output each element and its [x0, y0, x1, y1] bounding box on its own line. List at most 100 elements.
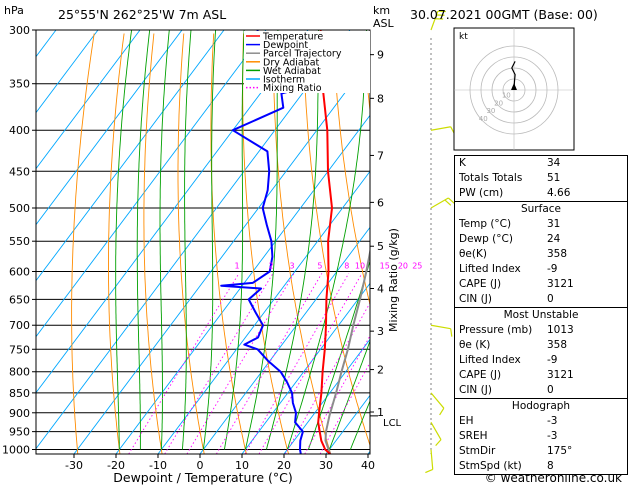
dry-adiabat: [242, 33, 290, 454]
temp-tick-label: -20: [107, 459, 125, 472]
pressure-tick-label: 550: [9, 235, 30, 248]
index-value: -3: [547, 430, 558, 442]
isotherm: [36, 30, 225, 282]
pressure-tick-label: 500: [9, 202, 30, 215]
wind-barb: [430, 324, 451, 330]
wet-adiabat: [244, 30, 279, 450]
index-row: θe(K) 358: [455, 247, 627, 262]
index-value: 34: [547, 157, 561, 169]
km-tick-label: 7: [377, 149, 384, 162]
wind-barb-feather: [450, 328, 453, 337]
index-label: Dewp (°C): [459, 233, 513, 245]
index-label: Lifted Index: [459, 263, 521, 275]
pressure-tick-label: 800: [9, 366, 30, 379]
most-unstable-title: Most Unstable: [503, 309, 579, 321]
isotherm: [241, 282, 370, 454]
mixing-ratio-line: [164, 273, 274, 454]
temperature-line: [317, 30, 333, 454]
index-value: 1013: [547, 324, 574, 336]
index-value: 0: [547, 293, 554, 305]
index-label: Pressure (mb): [459, 324, 533, 336]
index-row: StmDir 175°: [455, 444, 627, 459]
km-label: km: [373, 4, 390, 17]
profiles: [220, 30, 370, 454]
index-value: 3121: [547, 278, 574, 290]
mixing-ratio-label: 20: [398, 262, 408, 271]
mixing-ratio-line: [285, 302, 370, 454]
wind-barb: [430, 197, 449, 209]
pressure-tick-label: 400: [9, 124, 30, 137]
index-label: SREH: [459, 430, 488, 442]
index-label: CAPE (J): [459, 278, 502, 290]
hpa-label: hPa: [4, 4, 24, 17]
index-value: 175°: [547, 445, 573, 457]
legend-entry: Dry Adiabat: [263, 57, 320, 68]
index-row: Lifted Index -9: [455, 353, 627, 368]
wet-adiabat: [265, 30, 319, 450]
isotherm: [157, 170, 370, 454]
temp-tick-label: 20: [277, 459, 291, 472]
pressure-tick-label: 450: [9, 165, 30, 178]
index-value: 0: [547, 384, 554, 396]
wind-barbs: [425, 10, 455, 474]
index-row: CIN (J) 0: [455, 383, 627, 398]
index-label: Lifted Index: [459, 354, 521, 366]
wet-adiabat: [202, 30, 217, 450]
index-row: CAPE (J) 3121: [455, 277, 627, 292]
parcel-trajectory-line: [324, 247, 370, 454]
wind-barb-feather: [447, 197, 455, 204]
index-label: EH: [459, 415, 474, 427]
isotherm: [199, 226, 370, 454]
index-label: Totals Totals: [459, 172, 523, 184]
km-tick-label: 3: [377, 325, 384, 338]
hodograph-ring-label: 30: [486, 107, 495, 115]
isotherm: [283, 338, 370, 454]
pressure-tick-label: 850: [9, 387, 30, 400]
index-label: Temp (°C): [459, 218, 512, 230]
wet-adiabat: [223, 30, 245, 450]
mixing-ratio-label: 25: [412, 262, 422, 271]
pressure-tick-label: 650: [9, 293, 30, 306]
mixing-ratio-line: [258, 273, 363, 454]
asl-label: ASL: [373, 17, 395, 30]
index-row: Totals Totals 51: [455, 171, 627, 186]
pressure-tick-label: 600: [9, 266, 30, 279]
pressure-tick-label: 900: [9, 407, 30, 420]
pressure-tick-label: 350: [9, 78, 30, 91]
km-tick-label: 4: [377, 283, 384, 296]
isotherm: [36, 30, 351, 450]
wind-barb-feather: [435, 439, 442, 447]
pressure-tick-label: 1000: [2, 443, 30, 456]
km-tick-label: 8: [377, 92, 384, 105]
dry-adiabat: [302, 33, 370, 447]
pressure-tick-label: 300: [9, 24, 30, 37]
index-row: Temp (°C) 31: [455, 217, 627, 232]
wind-barb: [430, 449, 434, 470]
wet-adiabat: [159, 30, 170, 450]
mixing-ratio-line: [244, 273, 350, 454]
mixing-ratio-line: [186, 273, 295, 454]
index-label: K: [459, 157, 466, 169]
lcl-label: LCL: [383, 418, 402, 429]
temp-tick-label: 0: [197, 459, 204, 472]
index-row: SREH -3: [455, 429, 627, 444]
mixing-ratio-line: [216, 273, 323, 454]
index-value: -9: [547, 354, 558, 366]
km-tick-label: 9: [377, 49, 384, 62]
mixing-ratio-label: 2: [269, 262, 274, 271]
index-value: -9: [547, 263, 558, 275]
dry-adiabat: [108, 33, 125, 454]
index-row: Lifted Index -9: [455, 262, 627, 277]
index-row: StmSpd (kt) 8: [455, 459, 627, 474]
background-lines: [36, 30, 370, 454]
wet-adiabat: [115, 30, 133, 450]
axes: 3003504004505005506006507007508008509009…: [2, 24, 384, 472]
isotherm: [36, 30, 99, 114]
wind-barb-feather: [439, 407, 445, 416]
index-value: 358: [547, 248, 568, 260]
index-value: 24: [547, 233, 561, 245]
temp-tick-label: 10: [235, 459, 249, 472]
isotherm: [73, 58, 370, 454]
